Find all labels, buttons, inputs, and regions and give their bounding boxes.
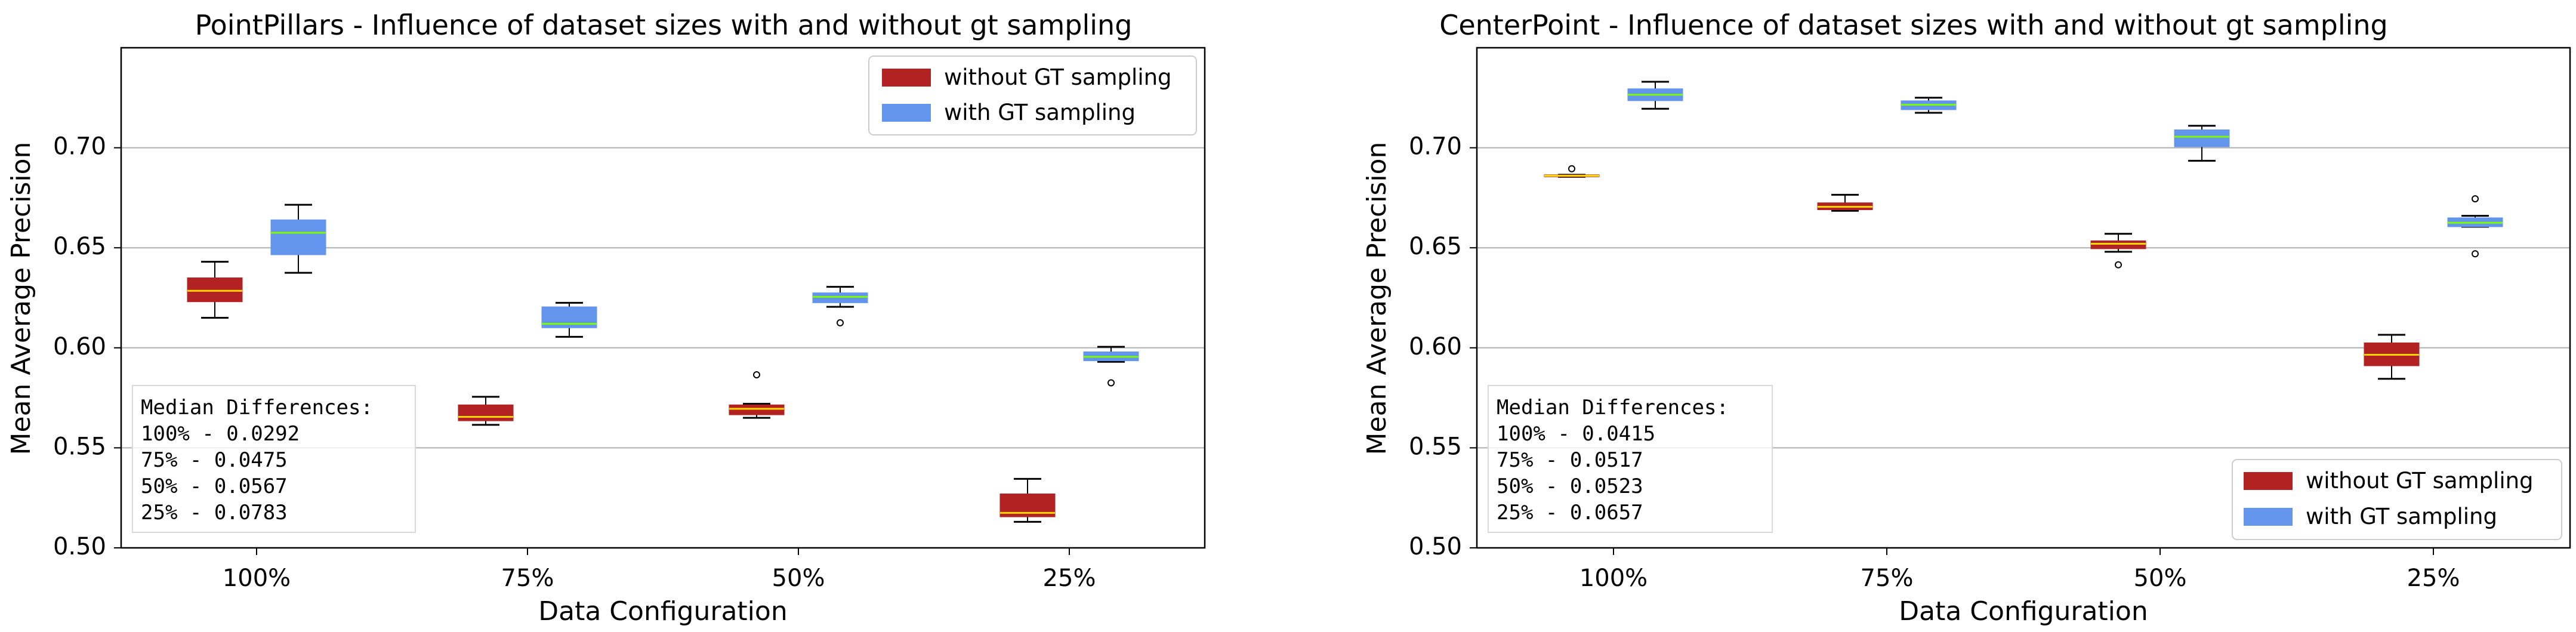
box-with-gt-50pct bbox=[2174, 125, 2230, 162]
y-axis-label: Mean Average Precision bbox=[6, 142, 36, 455]
legend-frame bbox=[2232, 459, 2562, 540]
y-tick-label: 0.50 bbox=[53, 533, 106, 560]
y-axis-ticks: 0.50 0.55 0.60 0.65 0.70 bbox=[53, 133, 106, 560]
box-plots bbox=[187, 204, 1139, 523]
outlier-point bbox=[1107, 379, 1115, 387]
box-body bbox=[270, 219, 326, 255]
y-tick-label: 0.70 bbox=[53, 133, 106, 161]
legend-label-with: with GT sampling bbox=[944, 100, 1136, 125]
legend-label-without: without GT sampling bbox=[2306, 468, 2534, 494]
x-axis-label: Data Configuration bbox=[538, 596, 787, 627]
x-tick-label: 100% bbox=[1579, 565, 1648, 592]
box-body bbox=[2174, 129, 2230, 147]
x-tick-label: 25% bbox=[1043, 565, 1096, 592]
legend-label-without: without GT sampling bbox=[944, 64, 1172, 90]
y-tick-label: 0.55 bbox=[53, 433, 106, 460]
box-with-gt-25pct bbox=[2447, 195, 2503, 258]
y-axis-label: Mean Average Precision bbox=[1362, 142, 1392, 455]
y-tick-label: 0.55 bbox=[1409, 433, 1462, 460]
box-body bbox=[729, 404, 785, 415]
box-with-gt-50pct bbox=[812, 286, 868, 326]
outlier-point bbox=[837, 319, 844, 326]
legend-frame bbox=[868, 56, 1197, 135]
box-with-gt-100pct bbox=[270, 204, 326, 274]
y-tick-label: 0.60 bbox=[1409, 333, 1462, 360]
box-without-gt-50pct bbox=[2090, 233, 2146, 269]
annotation-line: 50% - 0.0567 bbox=[141, 474, 288, 498]
x-axis-ticks: 100% 75% 50% 25% bbox=[223, 565, 1096, 592]
y-tick-label: 0.60 bbox=[53, 333, 106, 360]
chart-title: CenterPoint - Influence of dataset sizes… bbox=[1439, 9, 2388, 41]
y-tick-label: 0.65 bbox=[53, 233, 106, 260]
x-axis-label: Data Configuration bbox=[1899, 596, 2148, 627]
median-differences-box: Median Differences: 100% - 0.0292 75% - … bbox=[132, 385, 416, 533]
box-without-gt-75pct bbox=[1817, 193, 1873, 212]
annotation-line: 75% - 0.0517 bbox=[1497, 448, 1643, 472]
plot-frame bbox=[120, 47, 1206, 549]
legend-swatch-with bbox=[882, 104, 931, 122]
annotation-line: 50% - 0.0523 bbox=[1497, 474, 1643, 498]
median-differences-box: Median Differences: 100% - 0.0415 75% - … bbox=[1488, 385, 1773, 533]
chart-title: PointPillars - Influence of dataset size… bbox=[195, 9, 1133, 41]
box-without-gt-25pct bbox=[999, 477, 1056, 523]
box-plots bbox=[1544, 81, 2503, 380]
legend-swatch-with bbox=[2244, 508, 2293, 526]
legend-label-with: with GT sampling bbox=[2306, 504, 2497, 529]
x-tick-label: 75% bbox=[501, 565, 554, 592]
annotation-line: 25% - 0.0783 bbox=[141, 501, 288, 525]
y-tick-label: 0.50 bbox=[1409, 533, 1462, 560]
legend-swatch-without bbox=[882, 69, 931, 87]
box-without-gt-25pct bbox=[2364, 334, 2420, 380]
box-without-gt-75pct bbox=[458, 396, 514, 426]
box-with-gt-75pct bbox=[541, 301, 597, 338]
annotation-frame bbox=[132, 385, 416, 533]
outlier-point bbox=[2115, 261, 2122, 269]
box-with-gt-100pct bbox=[1627, 81, 1683, 110]
box-body bbox=[187, 277, 243, 303]
box-with-gt-75pct bbox=[1901, 97, 1957, 114]
legend-swatch-without bbox=[2244, 472, 2293, 490]
x-tick-label: 75% bbox=[1861, 565, 1914, 592]
outlier-point bbox=[1568, 165, 1575, 172]
annotation-line: 100% - 0.0292 bbox=[141, 422, 300, 446]
legend: without GT sampling with GT sampling bbox=[2232, 459, 2562, 540]
y-tick-label: 0.70 bbox=[1409, 133, 1462, 161]
y-tick-label: 0.65 bbox=[1409, 233, 1462, 260]
box-body bbox=[458, 404, 514, 421]
box-without-gt-50pct bbox=[729, 371, 785, 419]
plot-frame bbox=[1476, 47, 2571, 549]
box-without-gt-100pct bbox=[187, 261, 243, 319]
box-with-gt-25pct bbox=[1083, 346, 1139, 387]
x-tick-label: 50% bbox=[2134, 565, 2187, 592]
annotation-line: Median Differences: bbox=[141, 396, 373, 420]
annotation-line: 25% - 0.0657 bbox=[1497, 501, 1643, 525]
annotation-line: 75% - 0.0475 bbox=[141, 448, 288, 472]
legend: without GT sampling with GT sampling bbox=[868, 56, 1197, 135]
y-axis-ticks: 0.50 0.55 0.60 0.65 0.70 bbox=[1409, 133, 1462, 560]
chart-centerpoint: CenterPoint - Influence of dataset sizes… bbox=[1362, 9, 2571, 627]
x-tick-label: 100% bbox=[223, 565, 291, 592]
annotation-frame bbox=[1488, 385, 1773, 533]
x-tick-label: 25% bbox=[2407, 565, 2460, 592]
annotation-line: 100% - 0.0415 bbox=[1497, 422, 1655, 446]
chart-pointpillars: PointPillars - Influence of dataset size… bbox=[6, 9, 1206, 627]
x-axis-ticks: 100% 75% 50% 25% bbox=[1579, 565, 2460, 592]
box-body bbox=[2090, 240, 2146, 249]
x-tick-label: 50% bbox=[772, 565, 825, 592]
annotation-line: Median Differences: bbox=[1497, 396, 1729, 420]
outlier-point bbox=[753, 371, 760, 379]
box-body bbox=[812, 292, 868, 303]
outlier-point bbox=[2472, 195, 2479, 203]
outlier-point bbox=[2472, 250, 2479, 258]
box-without-gt-100pct bbox=[1544, 165, 1600, 178]
